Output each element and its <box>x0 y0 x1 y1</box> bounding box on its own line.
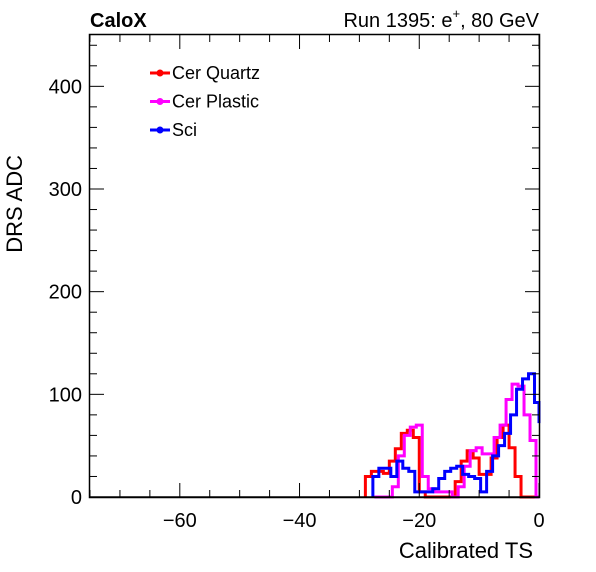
x-tick-label: 0 <box>533 510 544 532</box>
header-right-prefix: Run 1395: e <box>343 10 452 32</box>
legend-label: Cer Plastic <box>172 92 259 112</box>
x-tick-label: −40 <box>283 510 317 532</box>
legend: Cer Quartz Cer Plastic Sci <box>150 63 260 140</box>
y-tick-label: 300 <box>49 179 82 201</box>
x-axis-ticks: −60 −40 −20 0 <box>89 35 545 532</box>
y-axis-title: DRS ADC <box>2 155 27 253</box>
y-tick-label: 0 <box>71 487 82 509</box>
legend-marker <box>156 126 164 134</box>
header-right-sup: + <box>452 6 460 21</box>
series-line-sci <box>371 372 541 497</box>
legend-label: Cer Quartz <box>172 63 260 83</box>
legend-marker <box>156 69 164 77</box>
y-tick-label: 100 <box>49 384 82 406</box>
header-right-label: Run 1395: e+, 80 GeV <box>343 6 539 32</box>
plot-frame <box>88 33 541 499</box>
x-axis-title: Calibrated TS <box>399 538 533 563</box>
series-line-cer-plastic <box>374 382 539 499</box>
plot-series-group <box>90 372 541 499</box>
x-tick-label: −60 <box>163 510 197 532</box>
header-left-label: CaloX <box>90 10 147 32</box>
y-tick-label: 200 <box>49 282 82 304</box>
x-tick-label: −20 <box>402 510 436 532</box>
y-tick-label: 400 <box>49 76 82 98</box>
legend-label: Sci <box>172 120 197 140</box>
header-right-suffix: , 80 GeV <box>460 10 540 32</box>
legend-marker <box>156 98 164 105</box>
y-axis-ticks: 0 100 200 300 400 <box>49 44 539 509</box>
